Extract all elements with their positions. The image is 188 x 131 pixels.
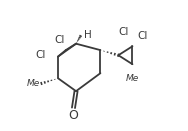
Text: Cl: Cl — [118, 27, 129, 37]
Text: H: H — [84, 30, 92, 40]
Text: Cl: Cl — [35, 50, 45, 60]
Text: O: O — [69, 109, 78, 122]
Text: Me: Me — [26, 79, 39, 88]
Text: Me: Me — [126, 75, 139, 83]
Text: Cl: Cl — [54, 35, 64, 45]
Text: Cl: Cl — [138, 31, 148, 41]
